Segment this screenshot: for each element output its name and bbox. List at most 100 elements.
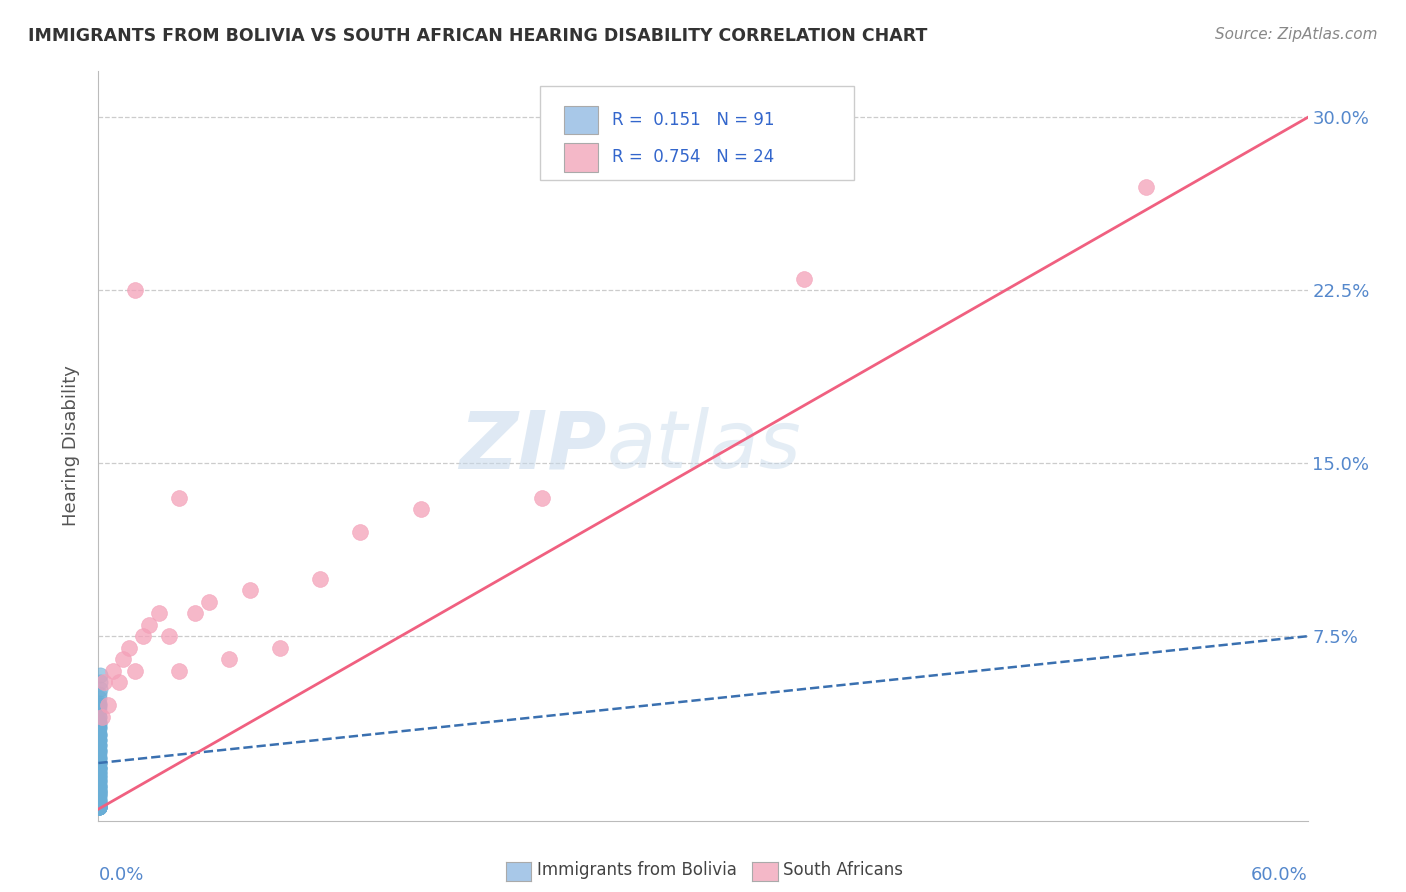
Point [87,799,110,814]
Y-axis label: Hearing Disability: Hearing Disability [62,366,80,526]
Point [309,572,332,586]
Point [87,751,110,765]
Point [87,770,110,784]
Point [87,761,110,775]
Point [87,797,110,812]
Point [89,765,111,780]
Point [87,744,110,758]
Point [87,789,110,803]
Point [87,795,110,809]
Point [89,682,111,697]
Point [87,728,110,742]
Point [349,525,371,540]
Point [87,774,110,789]
Point [87,799,110,814]
Point [87,797,110,812]
Point [87,795,110,809]
Point [148,606,170,620]
Point [87,726,110,740]
Point [89,710,111,724]
Point [87,767,110,781]
Point [157,629,180,643]
Point [89,728,111,742]
Point [87,714,110,729]
Point [87,722,110,736]
Point [89,742,111,756]
Text: South Africans: South Africans [783,861,903,879]
Point [218,652,240,666]
Point [87,799,110,814]
FancyBboxPatch shape [540,87,855,180]
Point [89,719,111,733]
Point [89,733,111,747]
Point [1135,179,1157,194]
Point [89,761,111,775]
Point [101,664,124,678]
Point [87,786,110,800]
Text: 0.0%: 0.0% [98,865,143,884]
Point [87,795,110,809]
Point [87,765,110,780]
Point [87,738,110,752]
Point [184,606,207,620]
Point [87,733,110,747]
Point [87,783,110,797]
Point [87,756,110,770]
Point [87,738,110,752]
FancyBboxPatch shape [564,143,598,171]
FancyBboxPatch shape [564,106,598,135]
Point [87,765,110,780]
Point [89,691,111,706]
Point [107,675,129,690]
Point [89,747,111,761]
Point [87,783,110,797]
Point [89,698,111,713]
Point [89,751,111,765]
Point [87,744,110,758]
Point [87,799,110,814]
Point [167,664,190,678]
Text: atlas: atlas [606,407,801,485]
Text: ZIP: ZIP [458,407,606,485]
Point [87,761,110,775]
Point [87,799,110,814]
Point [269,640,291,655]
Point [87,793,110,807]
Point [87,779,110,793]
Text: Source: ZipAtlas.com: Source: ZipAtlas.com [1215,27,1378,42]
Point [87,781,110,796]
Point [87,774,110,789]
Text: R =  0.754   N = 24: R = 0.754 N = 24 [613,148,775,166]
Point [89,756,111,770]
Point [87,710,110,724]
Point [89,696,111,710]
Text: 60.0%: 60.0% [1251,865,1308,884]
Text: R =  0.151   N = 91: R = 0.151 N = 91 [613,112,775,129]
Point [87,799,110,814]
Point [89,716,111,731]
Point [87,761,110,775]
Point [138,617,160,632]
Point [87,783,110,797]
Point [87,779,110,793]
Point [89,738,111,752]
Point [793,272,815,286]
Point [124,284,146,298]
Point [89,714,111,729]
Point [87,799,110,814]
Point [93,675,115,690]
Point [87,799,110,814]
Point [89,687,111,701]
Point [530,491,553,505]
Point [87,772,110,786]
Point [87,779,110,793]
Point [87,770,110,784]
Point [87,744,110,758]
Point [87,786,110,800]
Point [87,756,110,770]
Point [87,793,110,807]
Point [87,767,110,781]
Point [198,594,221,608]
Point [87,774,110,789]
Point [87,799,110,814]
